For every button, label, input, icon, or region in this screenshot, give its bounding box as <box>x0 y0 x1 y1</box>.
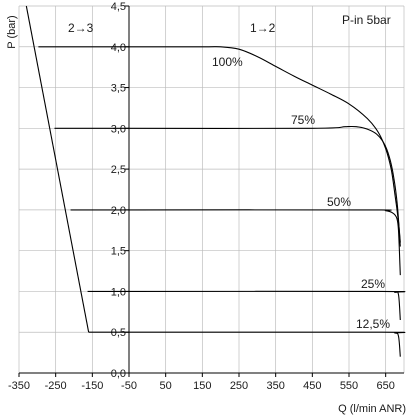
x-tick-label: 150 <box>193 380 211 392</box>
y-tick-label: 0,0 <box>111 368 126 380</box>
y-tick-label: 0,5 <box>111 327 126 339</box>
inlet-pressure-annotation: P-in 5bar <box>342 13 391 27</box>
x-tick-label: -350 <box>8 380 30 392</box>
y-tick-label: 3,5 <box>111 83 126 95</box>
x-tick-labels: -350 -250 -150 -50 50 150 250 350 450 550 650 <box>8 380 395 392</box>
x-tick-label: -150 <box>81 380 103 392</box>
x-tick-label: 350 <box>266 380 284 392</box>
series-line <box>129 46 401 243</box>
y-tick-label: 4,5 <box>111 1 126 13</box>
series-line <box>128 209 401 276</box>
y-tick-label: 1,5 <box>111 246 126 258</box>
series-label: 12,5% <box>356 317 390 331</box>
series-label: 50% <box>327 195 351 209</box>
x-tick-label: 50 <box>160 380 172 392</box>
axes <box>18 5 404 377</box>
x-tick-label: 650 <box>376 380 394 392</box>
y-tick-label: 3,0 <box>111 123 126 135</box>
y-tick-label: 1,0 <box>111 286 126 298</box>
series-lines <box>25 5 406 357</box>
x-tick-label: -50 <box>121 380 137 392</box>
series-line <box>128 125 401 247</box>
y-tick-labels: 0,0 0,5 1,0 1,5 2,0 2,5 3,0 3,5 4,0 4,5 <box>111 1 126 380</box>
x-tick-label: 450 <box>303 380 321 392</box>
series-labels: 100% 75% 50% 25% 12,5% <box>212 55 390 331</box>
series-label: 100% <box>212 55 243 69</box>
x-tick-label: 550 <box>340 380 358 392</box>
y-tick-label: 2,0 <box>111 205 126 217</box>
series-label: 25% <box>361 277 385 291</box>
x-tick-label: 250 <box>230 380 248 392</box>
x-axis-label: Q (l/min ANR) <box>338 403 406 415</box>
x-tick-label: -250 <box>45 380 67 392</box>
series-line <box>128 331 406 357</box>
y-tick-label: 4,0 <box>111 42 126 54</box>
series-label: 75% <box>291 113 315 127</box>
relief-line <box>25 5 90 333</box>
y-tick-label: 2,5 <box>111 164 126 176</box>
supply-region-annotation: 1→2 <box>250 21 276 35</box>
relief-region-annotation: 2→3 <box>68 21 94 35</box>
series-line <box>128 290 406 321</box>
y-axis-label: P (bar) <box>6 15 18 48</box>
